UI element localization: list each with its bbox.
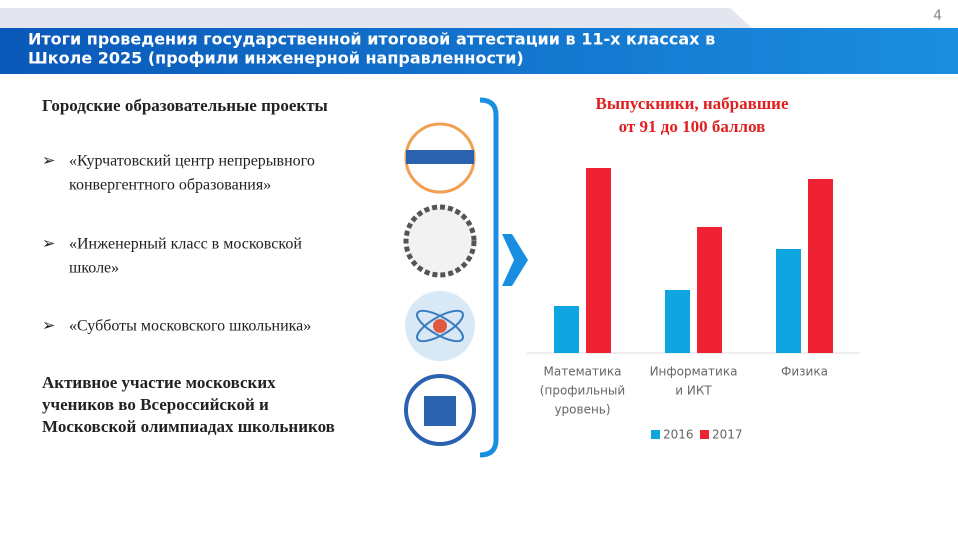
chart-title: Выпускники, набравшие — [595, 94, 788, 113]
chart-title: от 91 до 100 баллов — [619, 117, 766, 136]
x-tick-label: (профильный — [540, 384, 625, 398]
page-number: 4 — [933, 8, 942, 24]
bullet: ➢ — [42, 236, 55, 253]
legend-label: 2016 — [663, 428, 694, 442]
bar — [665, 290, 690, 353]
legend-swatch — [651, 430, 660, 439]
bar — [808, 179, 833, 353]
header-title: Итоги проведения государственной итогово… — [28, 30, 715, 49]
bracket — [479, 97, 499, 458]
bullet: ➢ — [42, 153, 55, 170]
item: «Субботы московского школьника» — [69, 318, 311, 335]
bar — [697, 227, 722, 353]
item: школе» — [69, 260, 119, 277]
nucleus — [433, 319, 447, 333]
top-band — [0, 8, 752, 28]
legend-label: 2017 — [712, 428, 743, 442]
bar — [554, 306, 579, 353]
left-heading: Городские образовательные проекты — [42, 96, 328, 115]
x-tick-label: Физика — [781, 365, 828, 379]
footer-line: Активное участие московских — [42, 373, 276, 392]
logo-band — [406, 150, 474, 164]
arrow — [502, 234, 528, 286]
orbit — [416, 309, 464, 343]
item: «Курчатовский центр непрерывного — [69, 153, 315, 170]
footer-line: Московской олимпиадах школьников — [42, 417, 335, 436]
footer-line: учеников во Всероссийской и — [42, 395, 269, 414]
bar — [586, 168, 611, 353]
header-title: Школе 2025 (профили инженерной направлен… — [28, 49, 524, 68]
item: конвергентного образования» — [69, 177, 271, 194]
x-tick-label: Информатика — [650, 365, 738, 379]
logo-inner — [424, 396, 456, 426]
item: «Инженерный класс в московской — [69, 236, 302, 253]
header-bar — [0, 28, 958, 74]
orbit — [416, 309, 464, 343]
bullet: ➢ — [42, 318, 55, 335]
chart: Выпускники, набравшие от 91 до 100 баллов… — [527, 94, 860, 442]
x-tick-label: Математика — [544, 365, 622, 379]
bar — [776, 249, 801, 353]
x-tick-label: уровень) — [554, 403, 610, 417]
logo-engineering — [403, 204, 477, 278]
x-tick-label: и ИКТ — [675, 384, 712, 398]
legend-swatch — [700, 430, 709, 439]
